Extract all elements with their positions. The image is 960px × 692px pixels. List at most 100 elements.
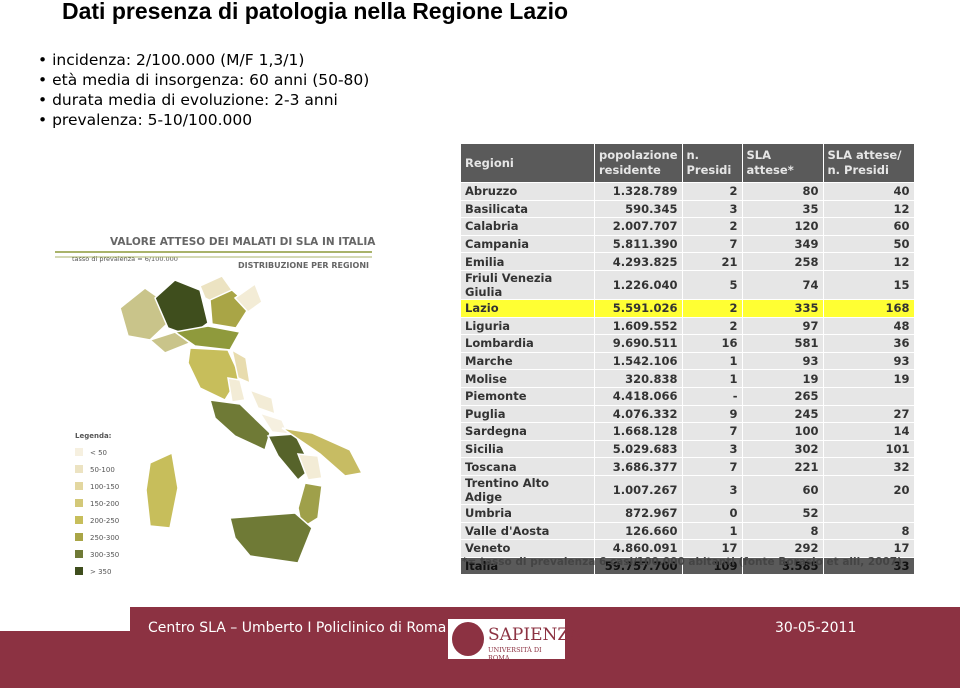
table-cell: 1.328.789 (594, 182, 683, 201)
table-cell: 292 (741, 539, 824, 558)
bullet-list: incidenza: 2/100.000 (M/F 1,3/1)età medi… (38, 50, 369, 130)
table-cell: 5.029.683 (594, 439, 683, 459)
table-cell: Trentino Alto Adige (460, 474, 595, 505)
table-row: Umbria 872.967 0 52 (460, 503, 915, 523)
table-cell: 120 (741, 217, 824, 236)
table-cell: 302 (741, 439, 824, 459)
table-cell: 8 (741, 521, 824, 541)
table-row: Calabria 2.007.707 2 120 60 (460, 217, 915, 236)
table-cell: 60 (822, 217, 915, 236)
table-cell: 16 (681, 334, 743, 353)
table-cell: Veneto (460, 539, 595, 558)
table-cell: 50 (822, 234, 915, 254)
table-cell: Emilia (460, 252, 595, 271)
table-cell: 7 (681, 457, 743, 476)
table-body: Abruzzo 1.328.789 2 80 40 Basilicata 590.345 3 3… (460, 182, 915, 576)
table-row: Molise 320.838 1 19 19 (460, 369, 915, 388)
table-cell: 1.542.106 (594, 351, 683, 371)
logo-subtext: UNIVERSITÀ DI ROMA (488, 646, 542, 662)
table-cell: Sardegna (460, 422, 595, 441)
legend-swatch (75, 482, 83, 490)
table-cell: 7 (681, 422, 743, 441)
legend-label: 150-200 (90, 500, 119, 508)
legend-swatch (75, 499, 83, 507)
legend: < 50 50-100 100-150 150-200 200-250 250-300 30… (75, 448, 119, 576)
table-cell: Lazio (460, 298, 595, 318)
map: VALORE ATTESO DEI MALATI DI SLA IN ITALI… (55, 236, 376, 576)
table-cell: Lombardia (460, 334, 595, 353)
table-cell: 19 (741, 369, 824, 388)
table-cell: 1.226.040 (594, 269, 683, 300)
table-cell: 3.585 (741, 556, 824, 576)
table-cell: 17 (681, 539, 743, 558)
table-cell: 40 (822, 182, 915, 201)
table-row: Italia 59.757.700 109 3.585 33 (460, 556, 915, 576)
table-cell: 109 (681, 556, 743, 576)
table-cell (822, 503, 915, 523)
table-row: Toscana 3.686.377 7 221 32 (460, 457, 915, 476)
table-row: Sicilia 5.029.683 3 302 101 (460, 439, 915, 459)
table-cell: Abruzzo (460, 182, 595, 201)
table-row: Friuli Venezia Giulia 1.226.040 5 74 15 (460, 269, 915, 300)
table-cell: Umbria (460, 503, 595, 523)
title: Dati presenza di patologia nella Regione… (62, 0, 569, 24)
table-cell: 1.007.267 (594, 474, 683, 505)
table-row: Lombardia 9.690.511 16 581 36 (460, 334, 915, 353)
table-cell: 97 (741, 316, 824, 336)
table-cell: 35 (741, 199, 824, 219)
table-cell: 265 (741, 386, 824, 406)
footer-date: 30-05-2011 (775, 620, 857, 636)
table-cell: Piemonte (460, 386, 595, 406)
column-header: Regioni (460, 143, 595, 183)
legend-label: 100-150 (90, 483, 119, 491)
table-cell: 3 (681, 439, 743, 459)
legend-label: 250-300 (90, 534, 119, 542)
table-cell: 1 (681, 369, 743, 388)
table-cell: 168 (822, 298, 915, 318)
table-cell: 5 (681, 269, 743, 300)
table-row: Lazio 5.591.026 2 335 168 (460, 298, 915, 318)
table-cell: 2 (681, 217, 743, 236)
table-cell (822, 386, 915, 406)
italy-shape (119, 275, 364, 564)
table-row: Valle d'Aosta 126.660 1 8 8 (460, 521, 915, 541)
table-row: Veneto 4.860.091 17 292 17 (460, 539, 915, 558)
column-header: SLA attese/ n. Presidi (822, 143, 915, 183)
table-cell: 15 (822, 269, 915, 300)
table-cell: 19 (822, 369, 915, 388)
table-cell: 33 (822, 556, 915, 576)
table-cell: Basilicata (460, 199, 595, 219)
table-cell: 872.967 (594, 503, 683, 523)
table-cell: 74 (741, 269, 824, 300)
legend-swatch (75, 516, 83, 524)
legend-title: Legenda: (75, 432, 112, 440)
legend-swatch (75, 533, 83, 541)
footer-text: Centro SLA – Umberto I Policlinico di Ro… (148, 620, 447, 636)
table-cell: Valle d'Aosta (460, 521, 595, 541)
bullet: durata media di evoluzione: 2-3 anni (38, 90, 369, 110)
table-cell: 60 (741, 474, 824, 505)
table-cell: 1 (681, 521, 743, 541)
table-row: Campania 5.811.390 7 349 50 (460, 234, 915, 254)
table-cell: 12 (822, 199, 915, 219)
table-cell: 8 (822, 521, 915, 541)
map-heading: DISTRIBUZIONE PER REGIONI (238, 261, 369, 270)
column-header: popolazione residente (594, 143, 683, 183)
table-cell: 3 (681, 199, 743, 219)
legend-label: 50-100 (90, 466, 115, 474)
map-subtitle: tasso di prevalenza = 6/100.000 (72, 255, 178, 263)
table-row: Liguria 1.609.552 2 97 48 (460, 316, 915, 336)
table-row: Basilicata 590.345 3 35 12 (460, 199, 915, 219)
table-cell: 2 (681, 316, 743, 336)
table-cell: 12 (822, 252, 915, 271)
table-cell: 2 (681, 298, 743, 318)
map-title: VALORE ATTESO DEI MALATI DI SLA IN ITALI… (110, 236, 376, 248)
table-cell: 9.690.511 (594, 334, 683, 353)
table-cell: 126.660 (594, 521, 683, 541)
table-cell: Molise (460, 369, 595, 388)
table-cell: 2.007.707 (594, 217, 683, 236)
table-cell: 32 (822, 457, 915, 476)
column-header: n. Presidi (681, 143, 743, 183)
bullet: incidenza: 2/100.000 (M/F 1,3/1) (38, 50, 369, 70)
table-row: Trentino Alto Adige 1.007.267 3 60 20 (460, 474, 915, 505)
